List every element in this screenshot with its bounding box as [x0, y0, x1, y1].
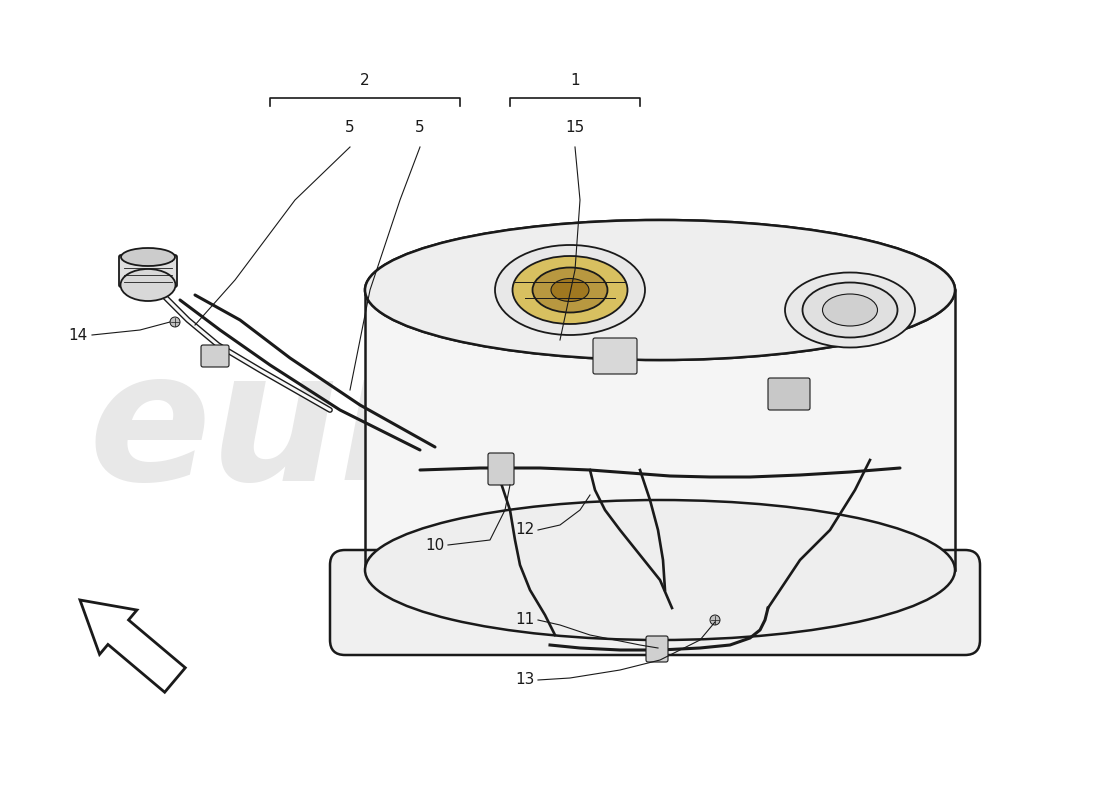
Ellipse shape	[365, 500, 955, 640]
Text: 5: 5	[415, 120, 425, 135]
Text: 15: 15	[565, 120, 584, 135]
Ellipse shape	[121, 269, 176, 301]
Text: Parts: Parts	[428, 497, 812, 623]
FancyBboxPatch shape	[488, 453, 514, 485]
FancyBboxPatch shape	[646, 636, 668, 662]
FancyBboxPatch shape	[119, 255, 177, 287]
FancyBboxPatch shape	[201, 345, 229, 367]
Text: a passion for cars since 1985: a passion for cars since 1985	[356, 626, 803, 654]
Text: 2: 2	[360, 73, 370, 88]
Polygon shape	[365, 290, 955, 640]
Ellipse shape	[365, 220, 955, 360]
Text: 14: 14	[68, 327, 88, 342]
Text: 11: 11	[516, 613, 535, 627]
FancyBboxPatch shape	[330, 550, 980, 655]
Text: 5: 5	[345, 120, 355, 135]
Ellipse shape	[551, 278, 588, 302]
Text: 1: 1	[570, 73, 580, 88]
Ellipse shape	[785, 273, 915, 347]
FancyBboxPatch shape	[768, 378, 810, 410]
FancyBboxPatch shape	[593, 338, 637, 374]
Circle shape	[710, 615, 720, 625]
Text: 10: 10	[426, 538, 446, 553]
Ellipse shape	[532, 267, 607, 313]
Ellipse shape	[513, 256, 627, 324]
Ellipse shape	[495, 245, 645, 335]
Circle shape	[170, 317, 180, 327]
Ellipse shape	[823, 294, 878, 326]
Ellipse shape	[365, 220, 955, 360]
Ellipse shape	[803, 282, 898, 338]
Text: 12: 12	[516, 522, 535, 538]
FancyArrow shape	[80, 600, 185, 692]
Text: 13: 13	[516, 673, 535, 687]
Ellipse shape	[121, 248, 175, 266]
Text: euro: euro	[88, 342, 552, 518]
